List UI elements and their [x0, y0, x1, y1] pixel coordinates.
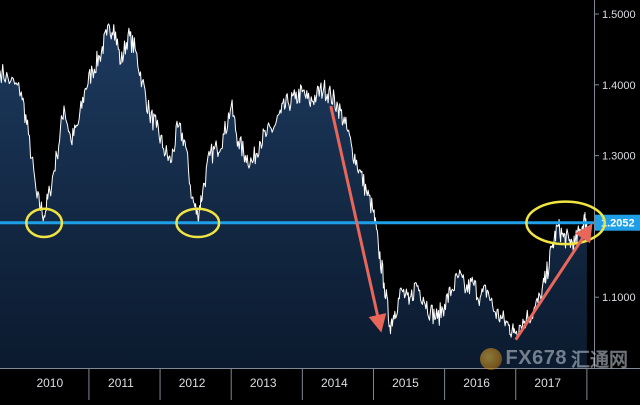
watermark-cn: 汇通网	[570, 349, 628, 371]
last-value-label: 1.2052	[601, 218, 635, 230]
y-tick-label: 1.5000	[602, 9, 636, 21]
annotation-layer	[25, 105, 606, 341]
last-value-badge	[595, 214, 640, 231]
trend-arrow	[514, 223, 593, 341]
x-tick-label: 2017	[534, 376, 561, 390]
fx678-logo-icon	[479, 347, 502, 370]
x-tick-label: 2014	[321, 376, 348, 390]
price-area	[0, 23, 587, 369]
price-line	[0, 23, 588, 338]
highlight-ellipse	[25, 207, 64, 239]
y-tick-label: 1.1000	[602, 292, 636, 304]
watermark: FX678 汇通网	[479, 345, 628, 372]
x-tick-label: 2012	[179, 376, 206, 390]
x-tick-label: 2015	[392, 376, 419, 390]
plot-layer	[0, 23, 594, 369]
trend-arrow	[329, 105, 387, 333]
x-tick-label: 2016	[463, 376, 490, 390]
y-tick-label: 1.4000	[602, 80, 636, 92]
highlight-ellipse	[175, 207, 221, 239]
x-tick-label: 2011	[108, 376, 134, 390]
highlight-ellipse	[525, 200, 606, 246]
x-tick-label: 2010	[36, 376, 63, 390]
y-tick-label: 1.3000	[602, 151, 636, 163]
watermark-brand: FX678	[505, 347, 567, 369]
x-tick-label: 2013	[250, 376, 277, 390]
